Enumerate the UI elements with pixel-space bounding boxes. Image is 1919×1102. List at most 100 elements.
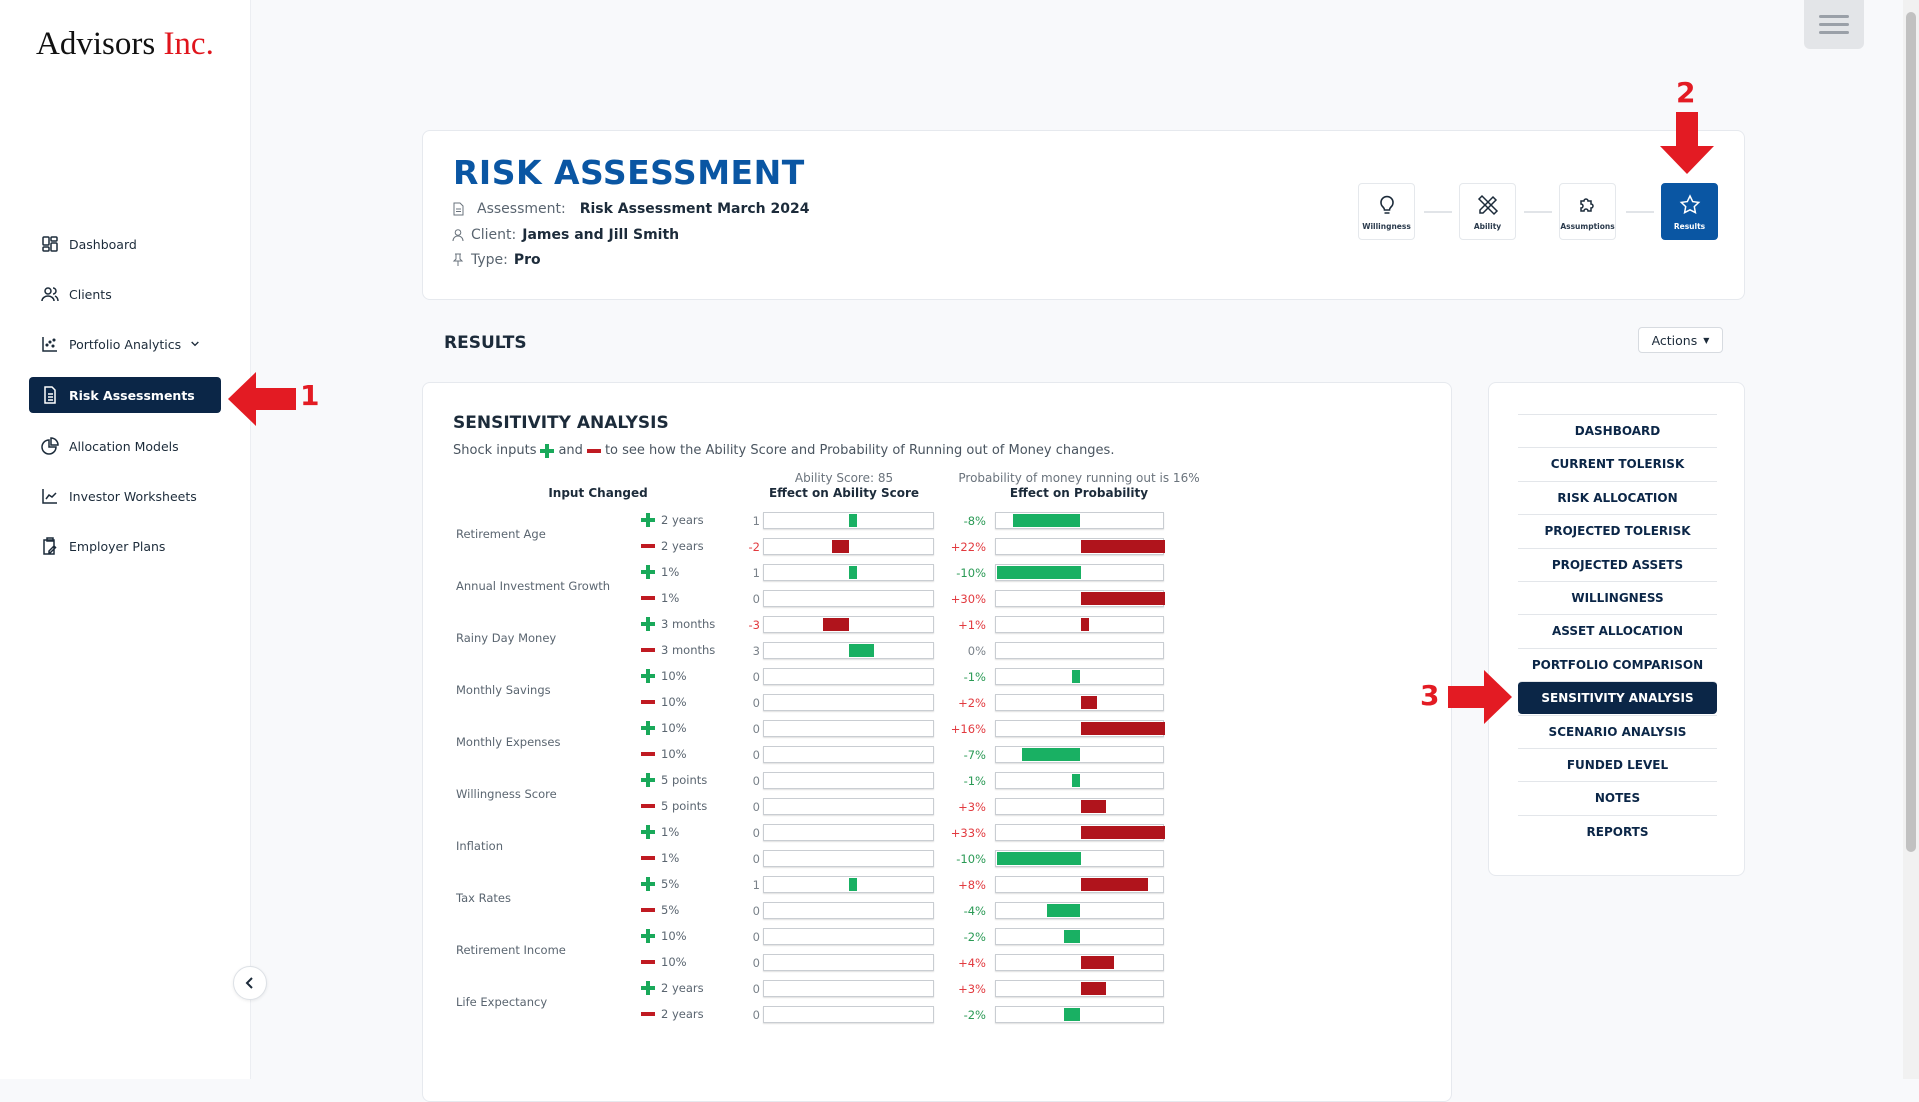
results-nav-reports[interactable]: REPORTS bbox=[1518, 814, 1717, 848]
results-nav-card: DASHBOARD CURRENT TOLERISK RISK ALLOCATION… bbox=[1488, 382, 1745, 876]
section-subtitle: Shock inputs and to see how the Ability … bbox=[453, 443, 1115, 458]
input-label: Monthly Expenses bbox=[456, 735, 561, 749]
results-nav-funded-level[interactable]: FUNDED LEVEL bbox=[1518, 748, 1717, 781]
sidebar-item-label: Investor Worksheets bbox=[69, 488, 197, 504]
probability-bar bbox=[995, 538, 1165, 555]
input-label: Tax Rates bbox=[456, 891, 511, 905]
plus-icon bbox=[641, 513, 655, 527]
results-nav-asset-allocation[interactable]: ASSET ALLOCATION bbox=[1518, 614, 1717, 647]
change-amount[interactable]: 10% bbox=[641, 929, 687, 943]
results-nav-risk-allocation[interactable]: RISK ALLOCATION bbox=[1518, 480, 1717, 514]
line-chart-icon bbox=[42, 489, 57, 504]
results-nav-portfolio-comparison[interactable]: PORTFOLIO COMPARISON bbox=[1518, 647, 1717, 681]
ability-bar-fill bbox=[848, 566, 857, 579]
step-assumptions[interactable]: Assumptions bbox=[1559, 183, 1616, 240]
chevron-left-icon bbox=[245, 977, 253, 989]
input-label: Retirement Age bbox=[456, 527, 546, 541]
change-amount[interactable]: 1% bbox=[641, 851, 679, 865]
results-nav-projected-tolerisk[interactable]: PROJECTED TOLERISK bbox=[1518, 514, 1717, 547]
change-amount[interactable]: 2 years bbox=[641, 513, 704, 527]
sidebar-item-label: Portfolio Analytics bbox=[69, 336, 182, 352]
ability-value: 0 bbox=[752, 982, 760, 996]
change-amount[interactable]: 5% bbox=[641, 903, 679, 917]
page-title: RISK ASSESSMENT bbox=[453, 153, 805, 192]
ability-value: 0 bbox=[752, 956, 760, 970]
ability-bar bbox=[763, 980, 934, 997]
puzzle-icon bbox=[1579, 197, 1594, 212]
change-amount[interactable]: 3 months bbox=[641, 643, 715, 657]
probability-bar-fill bbox=[1072, 774, 1081, 787]
change-amount[interactable]: 10% bbox=[641, 955, 687, 969]
probability-value: +4% bbox=[958, 956, 986, 970]
change-amount[interactable]: 10% bbox=[641, 695, 687, 709]
ability-bar bbox=[763, 1006, 934, 1023]
results-nav-dashboard[interactable]: DASHBOARD bbox=[1518, 414, 1717, 447]
scrollbar-thumb[interactable] bbox=[1906, 12, 1916, 852]
sidebar-item-allocation-models[interactable]: Allocation Models bbox=[29, 428, 221, 464]
step-willingness[interactable]: Willingness bbox=[1358, 183, 1415, 240]
clients-icon bbox=[41, 287, 59, 302]
probability-bar bbox=[995, 798, 1164, 815]
plus-icon bbox=[641, 617, 655, 631]
actions-dropdown[interactable]: Actions ▼ bbox=[1638, 327, 1723, 353]
plus-icon bbox=[641, 929, 655, 943]
ability-bar bbox=[763, 798, 934, 815]
change-amount[interactable]: 10% bbox=[641, 747, 687, 761]
probability-bar bbox=[995, 876, 1164, 893]
sidebar-item-clients[interactable]: Clients bbox=[29, 276, 221, 312]
menu-button[interactable] bbox=[1804, 0, 1864, 49]
sidebar-item-employer-plans[interactable]: Employer Plans bbox=[29, 528, 221, 564]
change-amount[interactable]: 2 years bbox=[641, 539, 704, 553]
change-amount[interactable]: 3 months bbox=[641, 617, 715, 631]
results-nav-projected-assets[interactable]: PROJECTED ASSETS bbox=[1518, 547, 1717, 581]
ability-value: 0 bbox=[752, 904, 760, 918]
change-amount[interactable]: 5 points bbox=[641, 799, 707, 813]
plus-icon bbox=[641, 565, 655, 579]
arrow-left-annotation-icon bbox=[228, 372, 296, 426]
col-input-header: Input Changed bbox=[548, 486, 648, 500]
probability-bar bbox=[995, 980, 1164, 997]
results-nav-current-tolerisk[interactable]: CURRENT TOLERISK bbox=[1518, 447, 1717, 480]
results-nav-scenario-analysis[interactable]: SCENARIO ANALYSIS bbox=[1518, 714, 1717, 748]
ability-bar-fill bbox=[848, 514, 857, 527]
sidebar-item-investor-worksheets[interactable]: Investor Worksheets bbox=[29, 478, 221, 514]
change-amount[interactable]: 10% bbox=[641, 721, 687, 735]
ability-bar bbox=[763, 720, 934, 737]
annotation-1: 1 bbox=[300, 379, 320, 412]
results-nav-sensitivity-analysis[interactable]: SENSITIVITY ANALYSIS bbox=[1518, 681, 1717, 715]
change-amount[interactable]: 5% bbox=[641, 877, 679, 891]
probability-bar bbox=[995, 1006, 1164, 1023]
ability-value: 0 bbox=[752, 826, 760, 840]
change-amount[interactable]: 2 years bbox=[641, 981, 704, 995]
annotation-2: 2 bbox=[1676, 76, 1696, 109]
results-nav-willingness[interactable]: WILLINGNESS bbox=[1518, 581, 1717, 614]
sidebar-item-risk-assessments[interactable]: Risk Assessments bbox=[29, 377, 221, 413]
collapse-sidebar-button[interactable] bbox=[233, 966, 267, 1000]
change-amount[interactable]: 2 years bbox=[641, 1007, 704, 1021]
probability-value: -2% bbox=[963, 1008, 986, 1022]
minus-icon bbox=[641, 596, 655, 600]
probability-value: +33% bbox=[950, 826, 986, 840]
minus-icon bbox=[641, 544, 655, 548]
sidebar-item-dashboard[interactable]: Dashboard bbox=[29, 226, 221, 262]
change-amount[interactable]: 1% bbox=[641, 825, 679, 839]
results-nav-notes[interactable]: NOTES bbox=[1518, 781, 1717, 814]
ability-bar bbox=[763, 694, 934, 711]
change-amount[interactable]: 10% bbox=[641, 669, 687, 683]
minus-icon bbox=[641, 700, 655, 704]
probability-bar-fill bbox=[1046, 904, 1081, 917]
step-ability[interactable]: Ability bbox=[1459, 183, 1516, 240]
chevron-down-icon bbox=[191, 341, 199, 347]
ability-value: 0 bbox=[752, 696, 760, 710]
step-results[interactable]: Results bbox=[1661, 183, 1718, 240]
ability-bar bbox=[763, 902, 934, 919]
sidebar-item-portfolio-analytics[interactable]: Portfolio Analytics bbox=[29, 326, 221, 362]
change-amount[interactable]: 1% bbox=[641, 591, 679, 605]
plus-icon bbox=[641, 981, 655, 995]
sidebar-item-label: Employer Plans bbox=[69, 538, 166, 554]
plus-icon bbox=[641, 773, 655, 787]
change-amount[interactable]: 5 points bbox=[641, 773, 707, 787]
change-amount[interactable]: 1% bbox=[641, 565, 679, 579]
ability-value: 0 bbox=[752, 930, 760, 944]
probability-bar bbox=[995, 590, 1165, 607]
